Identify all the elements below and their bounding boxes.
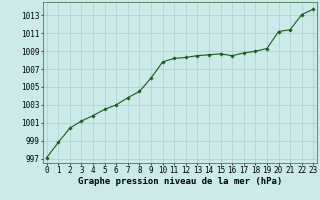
X-axis label: Graphe pression niveau de la mer (hPa): Graphe pression niveau de la mer (hPa) xyxy=(78,177,282,186)
